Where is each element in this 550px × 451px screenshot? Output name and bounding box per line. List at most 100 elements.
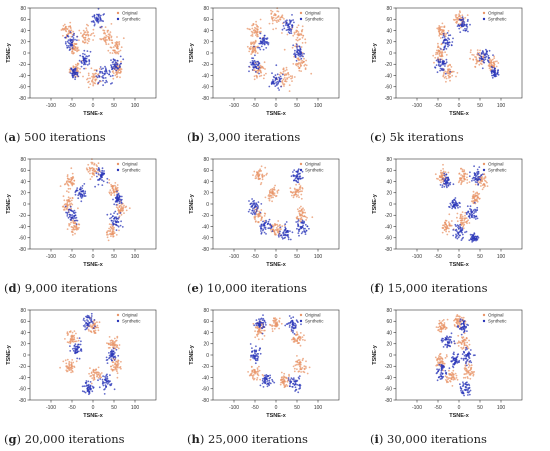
data-point <box>447 381 449 383</box>
data-point <box>254 54 256 57</box>
data-point <box>112 65 115 68</box>
data-point <box>109 342 112 345</box>
data-point <box>100 68 103 70</box>
data-point <box>96 165 98 168</box>
data-point <box>440 321 443 324</box>
data-point <box>85 327 88 330</box>
data-point <box>444 70 447 73</box>
data-point <box>66 44 68 47</box>
data-point <box>439 55 442 58</box>
data-point <box>259 32 262 35</box>
x-axis-label: TSNE-x <box>266 262 287 268</box>
data-point <box>441 231 444 234</box>
data-point <box>90 315 93 317</box>
data-point <box>89 83 92 85</box>
data-point <box>297 65 300 68</box>
data-point <box>460 323 463 326</box>
data-point <box>257 175 260 177</box>
caption-text: 9,000 iterations <box>24 281 118 295</box>
data-point <box>446 233 449 236</box>
data-point <box>273 76 276 79</box>
data-point <box>116 190 118 193</box>
data-point <box>116 336 119 339</box>
data-point <box>290 377 293 380</box>
data-point <box>459 318 462 321</box>
data-point <box>89 178 92 181</box>
data-point <box>115 66 118 69</box>
data-point <box>90 318 93 321</box>
data-point <box>75 360 78 363</box>
y-tick-label: -60 <box>19 387 26 393</box>
data-point <box>100 38 102 41</box>
data-point <box>297 232 300 234</box>
data-point <box>67 333 70 335</box>
data-point <box>301 219 304 222</box>
data-point <box>493 72 496 75</box>
data-point <box>256 378 258 381</box>
data-point <box>470 238 473 241</box>
data-point <box>251 35 254 37</box>
data-point <box>301 62 304 65</box>
data-point <box>86 39 89 41</box>
data-point <box>72 40 74 42</box>
data-point <box>277 189 280 192</box>
data-point <box>69 197 72 200</box>
legend-label: Synthetic <box>305 17 324 22</box>
data-point <box>106 31 109 33</box>
data-point <box>254 26 256 29</box>
data-point <box>108 182 111 184</box>
data-point <box>311 216 314 219</box>
data-point <box>439 361 441 364</box>
data-point <box>456 72 459 74</box>
data-point <box>461 14 464 17</box>
data-point <box>440 181 442 184</box>
data-point <box>72 37 75 39</box>
data-point <box>299 214 302 216</box>
data-point <box>100 171 103 174</box>
legend-marker <box>116 168 120 172</box>
data-point <box>69 205 72 208</box>
data-point <box>251 371 254 373</box>
data-point <box>120 46 123 49</box>
data-point <box>445 77 448 80</box>
data-point <box>281 236 283 239</box>
data-point <box>304 211 306 214</box>
data-point <box>118 229 120 232</box>
data-point <box>276 228 278 231</box>
data-point <box>266 385 269 388</box>
data-point <box>275 195 277 198</box>
x-tick-label: -50 <box>434 254 441 260</box>
data-point <box>436 177 438 180</box>
data-point <box>447 34 450 37</box>
data-point <box>438 25 441 27</box>
data-point <box>438 34 441 37</box>
data-point <box>260 232 263 235</box>
data-point <box>296 39 299 42</box>
data-point <box>71 336 73 339</box>
data-point <box>474 195 477 198</box>
data-point <box>437 370 439 373</box>
data-point <box>281 376 283 379</box>
data-point <box>443 36 446 38</box>
data-point <box>447 42 450 44</box>
data-point <box>108 227 110 230</box>
data-point <box>442 178 444 180</box>
data-point <box>86 64 89 66</box>
data-point <box>291 322 294 325</box>
data-point <box>290 380 293 383</box>
data-point <box>67 35 70 38</box>
data-point <box>476 181 478 184</box>
original-points <box>434 163 489 236</box>
data-point <box>94 325 96 328</box>
data-point <box>285 23 287 25</box>
data-point <box>115 348 118 351</box>
data-point <box>295 183 297 186</box>
data-point <box>455 315 458 318</box>
data-point <box>71 73 74 76</box>
data-point <box>438 63 440 66</box>
data-point <box>119 76 121 79</box>
data-point <box>275 227 278 229</box>
x-tick-label: 50 <box>477 254 483 260</box>
x-tick-label: 100 <box>497 254 506 260</box>
data-point <box>89 169 91 172</box>
